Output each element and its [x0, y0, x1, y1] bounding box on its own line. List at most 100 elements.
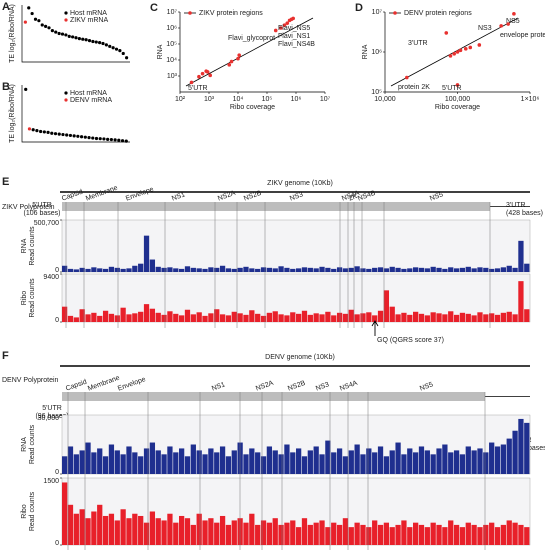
utr3: (428 bases)	[506, 210, 543, 217]
track-sublabel: Read counts	[29, 491, 36, 531]
x-tick-label: 100,000	[445, 96, 470, 103]
coverage-bar	[173, 522, 179, 545]
legend-swatch	[64, 11, 68, 15]
coverage-bar	[418, 267, 425, 272]
coverage-bar	[489, 268, 495, 272]
point	[227, 63, 232, 67]
coverage-bar	[489, 313, 495, 322]
y-axis-label: RNA	[362, 44, 369, 59]
legend-swatch	[188, 11, 192, 15]
coverage-bar	[155, 312, 161, 322]
coverage-bar	[278, 454, 284, 474]
coverage-bar	[260, 456, 267, 474]
coverage-bar	[430, 312, 436, 322]
coverage-bar	[272, 450, 278, 474]
coverage-bar	[173, 313, 179, 322]
legend-label: DENV mRNA	[70, 97, 112, 104]
point	[118, 49, 122, 53]
coverage-bar	[161, 314, 167, 322]
coverage-bar	[494, 446, 501, 474]
coverage-bar	[243, 454, 249, 474]
coverage-bar	[489, 522, 495, 545]
coverage-bar	[296, 448, 302, 474]
coverage-bar	[377, 446, 384, 474]
point	[124, 139, 128, 143]
coverage-bar	[202, 315, 208, 322]
coverage-bar	[483, 452, 489, 474]
coverage-bar	[85, 518, 91, 545]
coverage-bar	[524, 527, 530, 545]
coverage-bar	[448, 267, 454, 272]
point	[87, 39, 92, 43]
utr3: 3'UTR	[506, 202, 526, 209]
coverage-bar	[336, 524, 343, 545]
coverage-bar	[266, 267, 273, 272]
legend-label: ZIKV protein regions	[199, 10, 263, 17]
coverage-bar	[342, 268, 349, 272]
x-tick-label: 10²	[175, 96, 186, 103]
coverage-bar	[436, 313, 442, 322]
coverage-bar	[366, 448, 372, 474]
coverage-bar	[79, 309, 85, 322]
coverage-bar	[260, 315, 267, 322]
point	[57, 132, 61, 136]
gene-label: Membrane	[87, 375, 121, 393]
coverage-bar	[167, 267, 173, 272]
coverage-bar	[389, 306, 395, 322]
y-tick-label: 0	[55, 267, 59, 274]
coverage-bar	[126, 314, 132, 322]
point	[27, 127, 32, 131]
coverage-bar	[506, 265, 512, 272]
point	[50, 131, 54, 135]
coverage-bar	[97, 268, 103, 272]
coverage-bar	[459, 454, 466, 474]
gene-label: NS2B	[287, 380, 307, 393]
coverage-bar	[301, 518, 308, 545]
coverage-bar	[436, 524, 442, 545]
coverage-bar	[348, 267, 354, 272]
coverage-bar	[459, 527, 466, 545]
coverage-bar	[132, 452, 138, 474]
point	[452, 52, 456, 56]
coverage-bar	[453, 450, 460, 474]
point-annotation: NS3	[478, 25, 492, 32]
gene-label: Capsid	[65, 379, 88, 393]
coverage-bar	[383, 522, 390, 545]
point-annotation: 5'UTR	[188, 85, 208, 92]
coverage-bar	[342, 313, 349, 322]
coverage-bar	[313, 268, 319, 272]
point	[200, 71, 205, 76]
coverage-bar	[372, 267, 378, 272]
coverage-bar	[179, 315, 185, 322]
coverage-bar	[132, 513, 138, 545]
coverage-bar	[67, 268, 74, 272]
coverage-bar	[471, 268, 477, 272]
point	[87, 136, 91, 140]
coverage-bar	[360, 268, 366, 272]
coverage-bar	[208, 518, 214, 545]
point	[405, 75, 409, 80]
point	[84, 38, 88, 42]
coverage-bar	[202, 520, 208, 545]
coverage-bar	[284, 444, 290, 474]
coverage-bar	[62, 456, 68, 474]
coverage-bar	[126, 268, 132, 272]
point	[506, 22, 510, 26]
y-tick-label: 0	[55, 317, 59, 324]
coverage-bar	[489, 442, 495, 474]
coverage-bar	[301, 267, 308, 272]
point	[468, 45, 473, 50]
fit-line	[390, 17, 519, 87]
coverage-bar	[436, 267, 442, 272]
coverage-bar	[179, 448, 185, 474]
coverage-bar	[477, 527, 483, 545]
coverage-bar	[73, 317, 79, 322]
coverage-bar	[442, 268, 448, 272]
coverage-bar	[126, 518, 132, 545]
gene-label: NS1	[211, 381, 226, 392]
coverage-bar	[208, 267, 214, 272]
coverage-bar	[120, 307, 126, 322]
coverage-bar	[255, 313, 261, 322]
coverage-bar	[372, 452, 378, 474]
coverage-bar	[138, 263, 144, 272]
